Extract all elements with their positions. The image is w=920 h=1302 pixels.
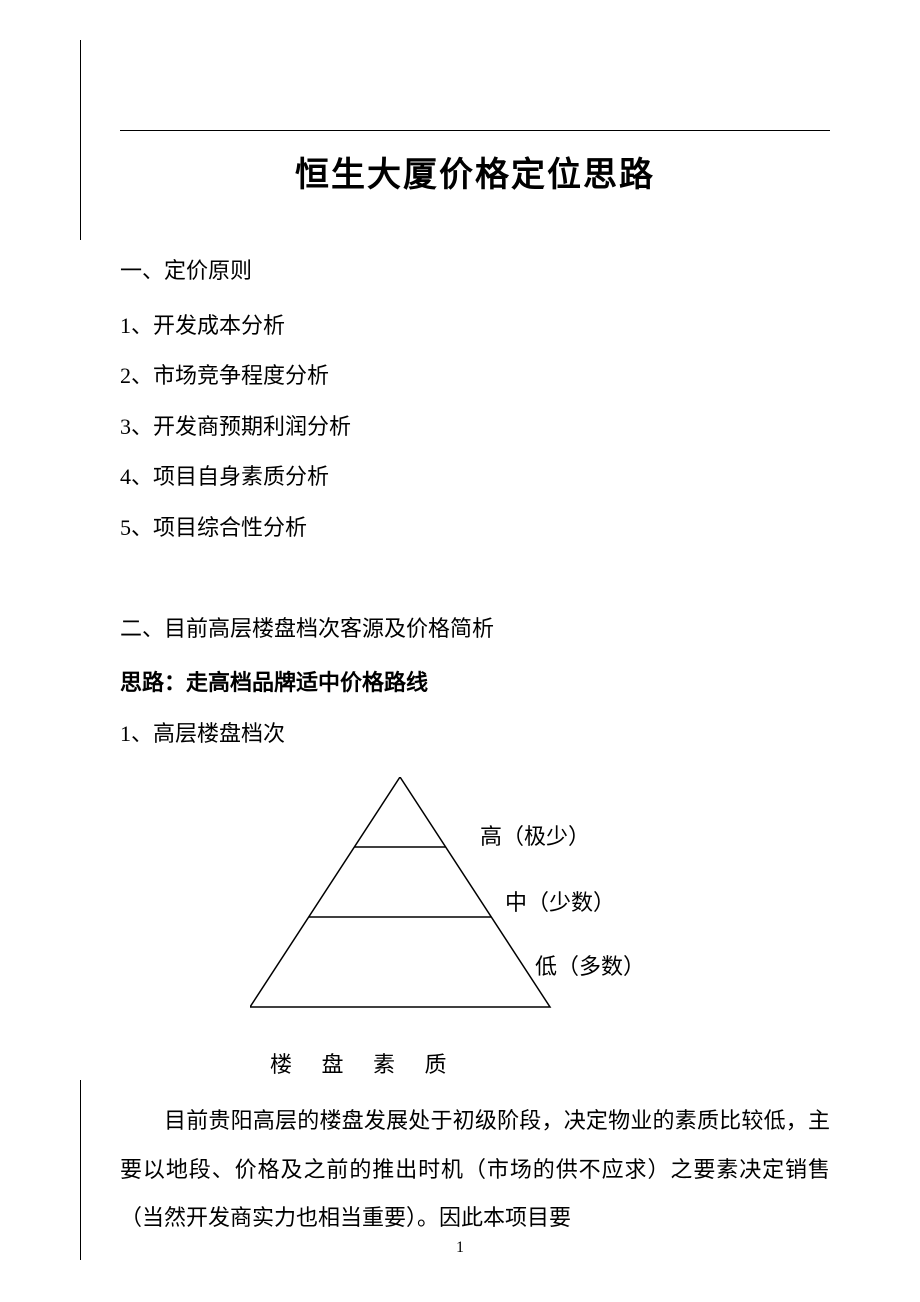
pyramid-label-mid: 中（少数） xyxy=(505,885,615,917)
pyramid-label-low: 低（多数） xyxy=(535,949,645,981)
section-1-heading: 一、定价原则 xyxy=(120,246,830,297)
section-2-heading: 二、目前高层楼盘档次客源及价格简析 xyxy=(120,604,830,655)
left-margin-marker-bottom xyxy=(80,1080,81,1260)
section-1-item-3: 3、开发商预期利润分析 xyxy=(120,402,830,453)
section-1-item-2: 2、市场竞争程度分析 xyxy=(120,351,830,402)
section-1-item-4: 4、项目自身素质分析 xyxy=(120,452,830,503)
pyramid-caption: 楼 盘 素 质 xyxy=(270,1047,830,1079)
document-content: 恒生大厦价格定位思路 一、定价原则 1、开发成本分析 2、市场竞争程度分析 3、… xyxy=(0,0,920,1243)
section-2-bold-line: 思路：走高档品牌适中价格路线 xyxy=(120,658,830,709)
left-margin-marker-top xyxy=(80,40,81,240)
top-horizontal-rule xyxy=(120,130,830,131)
pyramid-diagram: 高（极少） 中（少数） 低（多数） xyxy=(150,777,850,1027)
document-title: 恒生大厦价格定位思路 xyxy=(120,147,830,196)
section-1-item-1: 1、开发成本分析 xyxy=(120,301,830,352)
body-paragraph: 目前贵阳高层的楼盘发展处于初级阶段，决定物业的素质比较低，主要以地段、价格及之前… xyxy=(120,1097,830,1242)
section-1-item-5: 5、项目综合性分析 xyxy=(120,503,830,554)
page-number: 1 xyxy=(456,1239,464,1257)
section-2-subheading: 1、高层楼盘档次 xyxy=(120,709,830,760)
section-spacer xyxy=(120,554,830,604)
pyramid-label-high: 高（极少） xyxy=(480,819,590,851)
